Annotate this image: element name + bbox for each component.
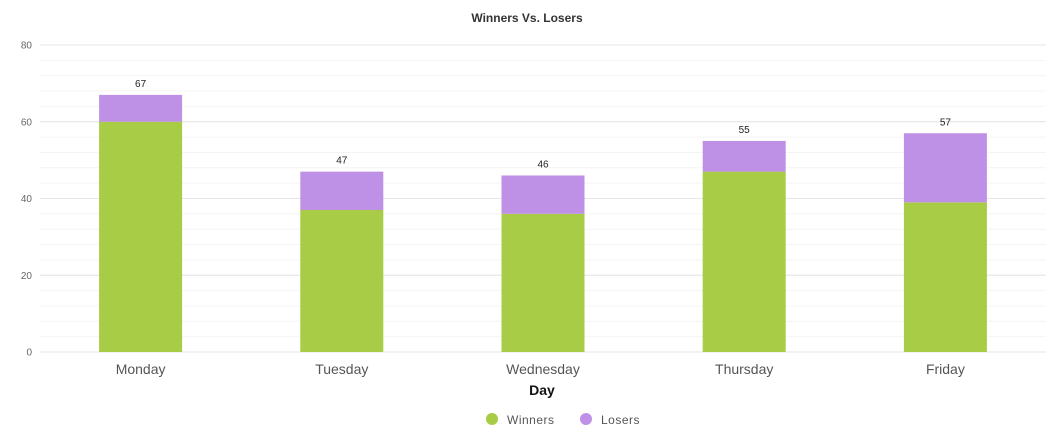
bar-losers-thursday [702,140,786,172]
chart-title: Winners Vs. Losers [471,11,583,25]
bar-losers-monday [99,94,183,122]
legend-marker-winners [486,413,498,425]
bar-losers-wednesday [501,175,585,214]
bar-losers-tuesday [300,171,384,211]
gridlines [40,44,1046,353]
bar-winners-thursday [702,171,786,352]
total-label: 55 [739,125,751,136]
legend-label: Winners [507,413,555,427]
total-label: 67 [135,79,147,90]
y-axis: 0 20 40 60 80 [21,41,33,359]
legend: Winners Losers [486,413,640,427]
y-tick-label: 40 [21,194,33,205]
bar-winners-wednesday [501,213,585,352]
bar-winners-friday [903,202,987,352]
x-tick-label: Friday [926,361,965,377]
y-tick-label: 60 [21,117,33,128]
x-tick-label: Tuesday [315,361,368,377]
bars [99,94,987,352]
x-tick-label: Thursday [715,361,773,377]
bar-winners-monday [99,121,183,352]
x-tick-label: Monday [116,361,166,377]
x-tick-label: Wednesday [506,361,580,377]
total-labels: 67 47 46 55 57 [135,79,951,171]
total-label: 46 [537,159,549,170]
legend-label: Losers [601,413,640,427]
x-axis-title: Day [529,382,555,398]
total-label: 47 [336,156,348,167]
bar-winners-tuesday [300,210,384,352]
x-axis: Monday Tuesday Wednesday Thursday Friday [116,361,965,377]
y-tick-label: 80 [21,41,33,52]
bar-losers-friday [903,133,987,203]
legend-marker-losers [580,413,592,425]
y-tick-label: 20 [21,271,33,282]
total-label: 57 [940,117,952,128]
y-tick-label: 0 [26,348,32,359]
